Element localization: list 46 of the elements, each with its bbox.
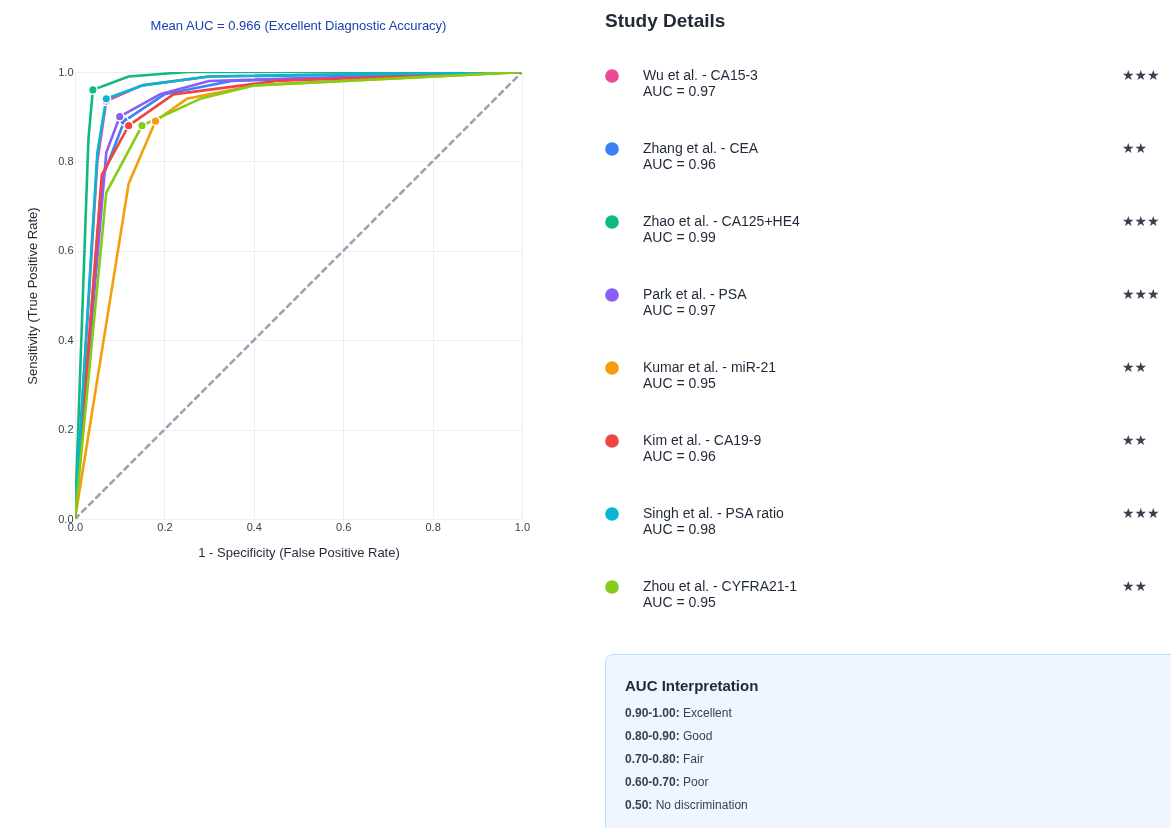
legend-label: Zhou et al. - CYFRA21-1 bbox=[643, 578, 798, 594]
text: AUC = 0.95 bbox=[643, 375, 716, 391]
y-tick-label: 0.4 bbox=[58, 333, 74, 346]
text: AUC = 0.97 bbox=[643, 83, 716, 99]
text: ★★ bbox=[1122, 359, 1148, 375]
text: AUC = 0.99 bbox=[643, 229, 716, 245]
y-tick-label: 0.6 bbox=[58, 244, 74, 257]
x-tick-label: 0.6 bbox=[336, 520, 352, 533]
legend-label: Park et al. - PSA bbox=[643, 286, 748, 302]
text: ★★ bbox=[1122, 432, 1148, 448]
text: 0.50: No discrimination bbox=[625, 797, 749, 814]
y-axis-title: Sensitivity (True Positive Rate) bbox=[25, 207, 41, 385]
legend-label: Zhao et al. - CA125+HE4 bbox=[643, 213, 801, 229]
x-tick-label: 0.4 bbox=[246, 520, 262, 533]
chart-title: Mean AUC = 0.966 (Excellent Diagnostic Accuracy) bbox=[150, 18, 447, 33]
legend-label: Kumar et al. - miR-21 bbox=[643, 359, 777, 375]
text: AUC = 0.97 bbox=[643, 302, 716, 318]
x-axis-title: 1 - Specificity (False Positive Rate) bbox=[198, 544, 400, 560]
y-tick-label: 0.2 bbox=[58, 423, 74, 436]
point bbox=[123, 120, 134, 131]
text: ★★★ bbox=[1122, 286, 1160, 302]
x-tick-label: 1.0 bbox=[514, 520, 531, 533]
point bbox=[150, 116, 161, 127]
text: AUC Interpretation bbox=[625, 677, 760, 694]
text: ★★★ bbox=[1122, 213, 1160, 229]
text: 0.70-0.80: Fair bbox=[625, 751, 705, 768]
legend-label: Singh et al. - PSA ratio bbox=[643, 505, 785, 521]
text: AUC = 0.98 bbox=[643, 521, 716, 537]
text: 0.80-0.90: Good bbox=[625, 728, 714, 745]
text: AUC = 0.96 bbox=[643, 156, 716, 172]
y-tick-label: 0.8 bbox=[58, 154, 74, 167]
legend-label: Kim et al. - CA19-9 bbox=[643, 432, 762, 448]
text: ★★★ bbox=[1122, 505, 1160, 521]
y-tick-label: 1.0 bbox=[58, 65, 74, 78]
text: 0.60-0.70: Poor bbox=[625, 774, 710, 791]
x-tick-label: 0.2 bbox=[157, 520, 173, 533]
text: ★★★ bbox=[1122, 67, 1160, 83]
text: AUC = 0.95 bbox=[643, 594, 716, 610]
x-tick-label: 0.8 bbox=[425, 520, 441, 533]
text: ★★ bbox=[1122, 140, 1148, 156]
legend-title: Study Details bbox=[605, 10, 726, 31]
text: AUC = 0.96 bbox=[643, 448, 716, 464]
legend-label: Wu et al. - CA15-3 bbox=[643, 67, 759, 83]
text: 0.90-1.00: Excellent bbox=[625, 705, 733, 722]
text: ★★ bbox=[1122, 578, 1148, 594]
legend-label: Zhang et al. - CEA bbox=[643, 140, 759, 156]
